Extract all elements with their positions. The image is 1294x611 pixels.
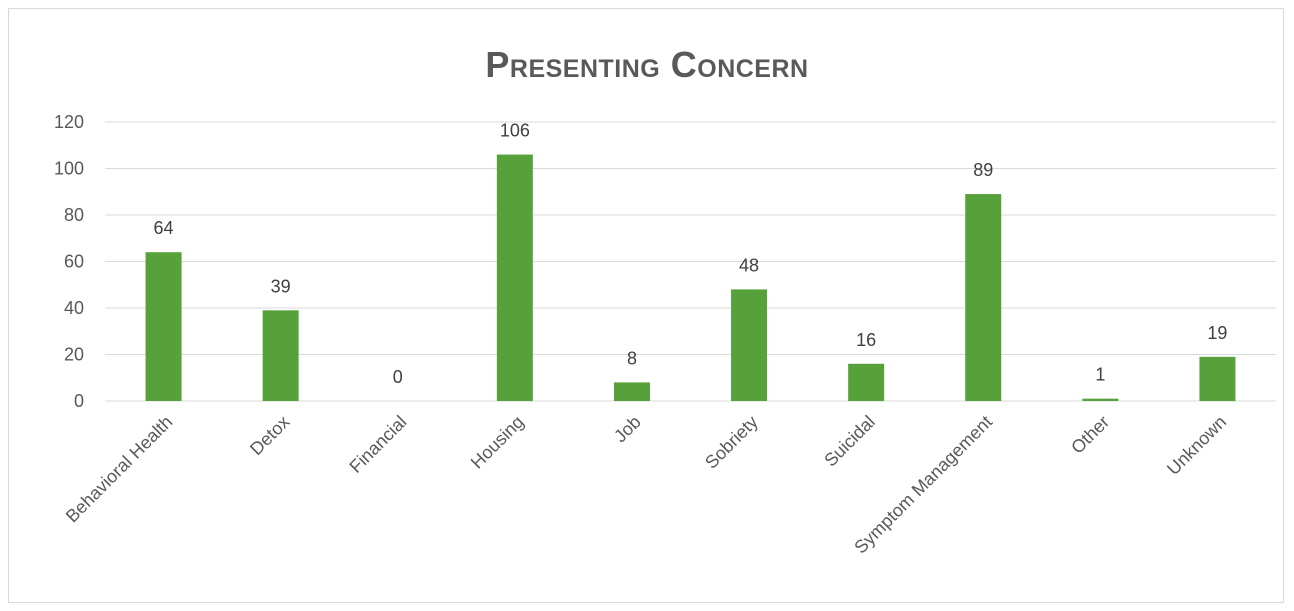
data-label: 0	[393, 367, 403, 387]
y-tick-label: 40	[64, 298, 84, 318]
data-label: 16	[856, 330, 876, 350]
bar-job	[613, 382, 650, 401]
data-label: 64	[154, 218, 174, 238]
bar-behavioral-health	[145, 252, 182, 401]
y-tick-label: 60	[64, 252, 84, 272]
x-tick-label: Detox	[246, 412, 293, 459]
data-label: 8	[627, 348, 637, 368]
chart-title: Presenting Concern	[485, 44, 809, 85]
data-label: 19	[1207, 323, 1227, 343]
x-tick-label: Job	[610, 412, 645, 447]
data-label: 48	[739, 255, 759, 275]
x-tick-label: Behavioral Health	[62, 412, 177, 527]
x-tick-label: Housing	[467, 412, 528, 473]
y-tick-label: 80	[64, 205, 84, 225]
y-tick-label: 0	[74, 391, 84, 411]
bar-other	[1082, 398, 1119, 401]
data-labels: 64 39 0 106 8 48 16 89 1 19	[154, 121, 1228, 387]
gridlines	[105, 121, 1276, 402]
x-tick-label: Other	[1067, 412, 1113, 458]
data-label: 106	[500, 121, 530, 141]
data-label: 39	[271, 276, 291, 296]
data-label: 89	[973, 160, 993, 180]
x-axis-ticks: Behavioral Health Detox Financial Housing Jo…	[62, 412, 1231, 558]
bar-suicidal	[848, 363, 885, 401]
y-tick-label: 20	[64, 345, 84, 365]
data-label: 1	[1095, 365, 1105, 385]
x-tick-label: Financial	[345, 412, 410, 477]
x-tick-label: Unknown	[1163, 412, 1230, 479]
y-tick-label: 120	[54, 112, 84, 132]
x-tick-label: Suicidal	[820, 412, 879, 471]
x-tick-label: Sobriety	[701, 412, 762, 473]
bar-housing	[496, 154, 533, 401]
bar-sobriety	[731, 289, 768, 401]
bar-symptom-management	[965, 194, 1002, 401]
y-tick-label: 100	[54, 159, 84, 179]
bars	[145, 154, 1236, 401]
y-axis-ticks: 0 20 40 60 80 100 120	[54, 112, 84, 411]
x-tick-label: Symptom Management	[850, 412, 996, 558]
bar-unknown	[1199, 356, 1236, 401]
bar-detox	[262, 310, 299, 401]
chart-frame	[8, 8, 1284, 603]
